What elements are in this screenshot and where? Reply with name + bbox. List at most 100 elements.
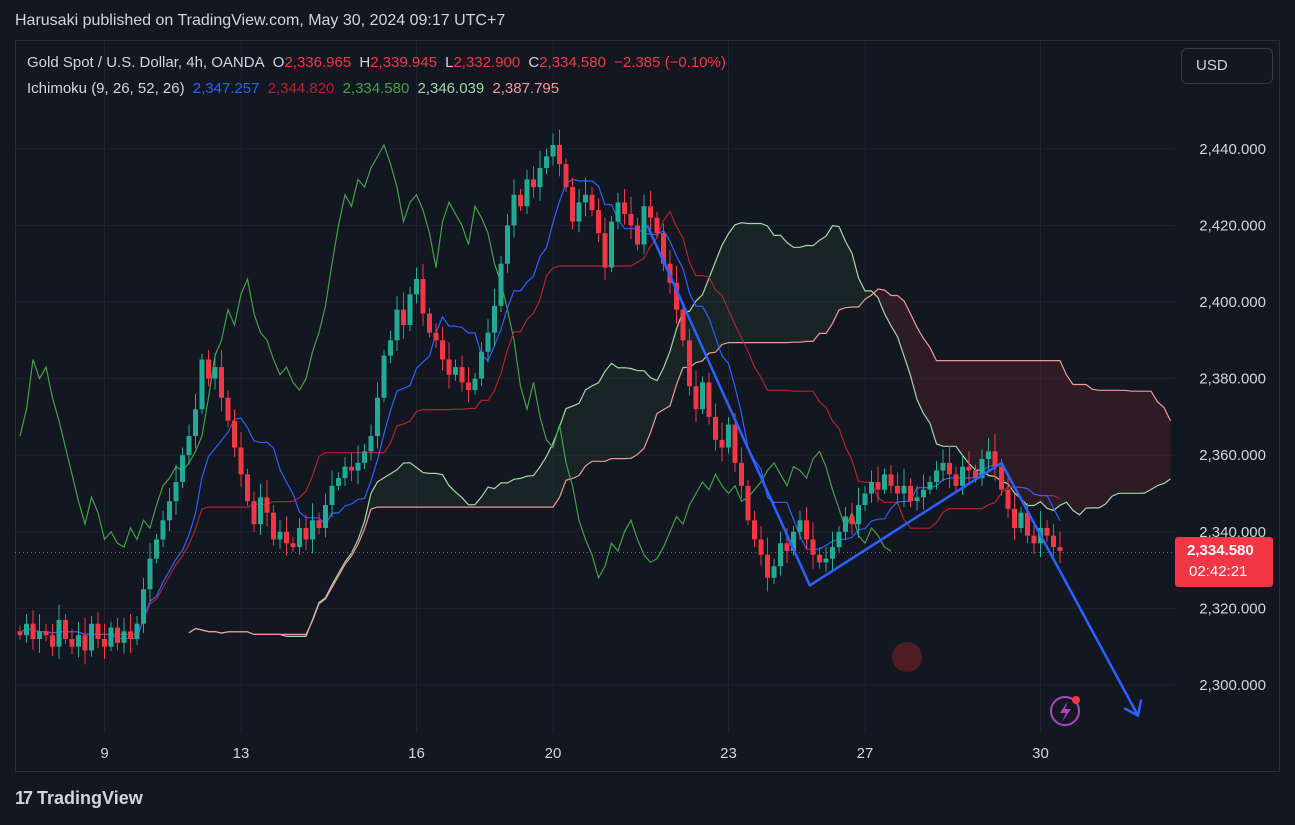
ichimoku-legend[interactable]: Ichimoku (9, 26, 52, 26) 2,347.257 2,344… xyxy=(27,80,563,97)
candle-body xyxy=(940,462,946,471)
candle-down xyxy=(440,326,445,371)
last-price-value: 2,334.580 xyxy=(1187,542,1254,559)
lightning-alert-ring xyxy=(1050,696,1080,726)
symbol-name[interactable]: Gold Spot / U.S. Dollar, 4h, OANDA xyxy=(27,54,265,71)
cloud-segment xyxy=(702,278,709,361)
candle-body xyxy=(342,466,348,479)
candle-up xyxy=(472,372,478,395)
candle-down xyxy=(745,480,751,525)
candle-down xyxy=(303,514,309,551)
candle-body xyxy=(895,485,900,494)
candle-body xyxy=(37,631,42,640)
x-tick-label: 23 xyxy=(720,745,737,762)
cloud-segment xyxy=(891,295,898,337)
candle-body xyxy=(492,305,497,333)
candle-up xyxy=(381,349,387,403)
candle-down xyxy=(433,323,439,348)
candle-down xyxy=(713,403,718,451)
cloud-segment xyxy=(1118,390,1125,494)
candle-body xyxy=(921,489,926,498)
candle-up xyxy=(277,520,283,549)
candle-down xyxy=(1031,522,1037,555)
candle-body xyxy=(407,294,413,325)
cloud-segment xyxy=(611,363,618,459)
candle-body xyxy=(63,619,68,640)
candle-body xyxy=(394,309,400,341)
candle-body xyxy=(570,187,575,222)
candle-down xyxy=(687,328,692,396)
candle-body xyxy=(108,627,114,647)
candle-body xyxy=(823,558,829,563)
candle-body xyxy=(674,282,679,310)
candle-body xyxy=(167,501,172,521)
cloud-segment xyxy=(800,245,807,343)
cloud-segment xyxy=(754,223,761,343)
candle-body xyxy=(401,309,406,325)
close-label: C xyxy=(528,54,540,71)
candle-body xyxy=(212,367,218,379)
cloud-segment xyxy=(488,487,495,508)
bar-countdown: 02:42:21 xyxy=(1189,563,1248,580)
candle-up xyxy=(375,382,380,449)
cloud-segment xyxy=(1008,360,1015,494)
candle-body xyxy=(1051,535,1056,548)
cloud-segment xyxy=(390,469,397,508)
candle-body xyxy=(726,424,731,448)
candle-body xyxy=(927,482,933,490)
cloud-segment xyxy=(1027,360,1034,506)
x-tick-label: 9 xyxy=(100,745,108,762)
candle-down xyxy=(1051,524,1056,557)
candle-up xyxy=(921,474,926,510)
publish-line: Harusaki published on TradingView.com, M… xyxy=(15,12,506,29)
cloud-segment xyxy=(1164,407,1171,484)
currency-button[interactable]: USD xyxy=(1181,48,1273,84)
cloud-segment xyxy=(988,360,995,477)
candle-body xyxy=(979,459,985,479)
candle-up xyxy=(141,577,146,633)
candle-down xyxy=(115,617,120,651)
ichimoku-spanb-value: 2,387.795 xyxy=(492,80,560,97)
candle-down xyxy=(17,625,23,640)
candle-body xyxy=(284,531,289,544)
candle-down xyxy=(557,129,562,177)
tradingview-logo[interactable]: 17 TradingView xyxy=(15,788,143,809)
cloud-segment xyxy=(858,277,865,307)
cloud-segment xyxy=(631,368,638,459)
candle-up xyxy=(180,447,185,489)
cloud-segment xyxy=(553,426,560,508)
ichimoku-kijun-value: 2,344.820 xyxy=(267,80,335,97)
cloud-segment xyxy=(722,233,729,345)
candle-body xyxy=(388,340,393,356)
last-price-tag: 2,334.580 02:42:21 xyxy=(1175,537,1273,587)
candle-up xyxy=(492,288,497,347)
candle-body xyxy=(362,451,367,463)
candle-body xyxy=(316,520,322,528)
candle-body xyxy=(121,631,127,643)
candle-body xyxy=(947,462,952,475)
candle-body xyxy=(661,233,666,264)
y-axis: 2,300.000 2,320.000 2,340.000 2,360.000 2,38… xyxy=(1199,141,1266,694)
candle-body xyxy=(1012,508,1017,528)
symbol-legend[interactable]: Gold Spot / U.S. Dollar, 4h, OANDA O2,33… xyxy=(27,54,730,71)
candle-down xyxy=(50,623,55,656)
candle-body xyxy=(30,623,36,640)
candle-body xyxy=(791,531,796,551)
candle-body xyxy=(778,543,783,567)
candle-body xyxy=(479,351,484,379)
candle-down xyxy=(219,349,224,412)
candle-down xyxy=(563,158,569,192)
candle-down xyxy=(966,451,972,483)
candle-down xyxy=(570,177,575,230)
candle-body xyxy=(498,263,504,306)
candle-up xyxy=(882,468,887,495)
cloud-segment xyxy=(442,474,449,508)
cloud-segment xyxy=(1047,360,1054,511)
candle-body xyxy=(583,194,588,203)
candle-body xyxy=(1057,547,1063,551)
cloud-segment xyxy=(650,377,657,433)
cloud-segment xyxy=(455,492,462,508)
open-label: O xyxy=(272,54,285,71)
ichimoku-label[interactable]: Ichimoku (9, 26, 52, 26) xyxy=(27,80,185,97)
candle-down xyxy=(908,478,913,508)
